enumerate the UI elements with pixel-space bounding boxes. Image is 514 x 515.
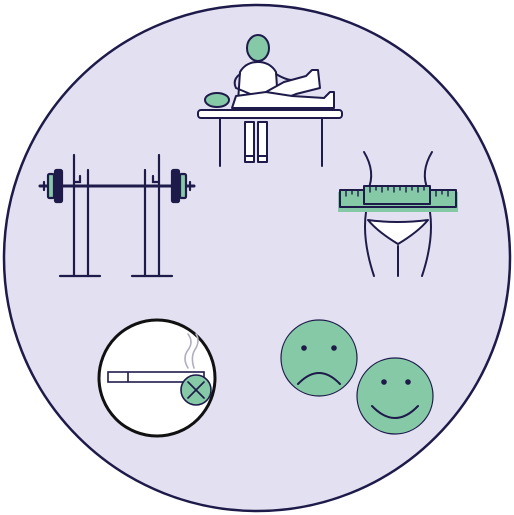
sad-face-icon [280, 319, 358, 397]
happy-face-icon [356, 357, 434, 435]
barbell-rack-icon [38, 153, 196, 278]
waist-measuring-tape-icon [338, 151, 458, 277]
physiotherapy-icon [197, 34, 343, 167]
no-smoking-icon [97, 318, 217, 438]
